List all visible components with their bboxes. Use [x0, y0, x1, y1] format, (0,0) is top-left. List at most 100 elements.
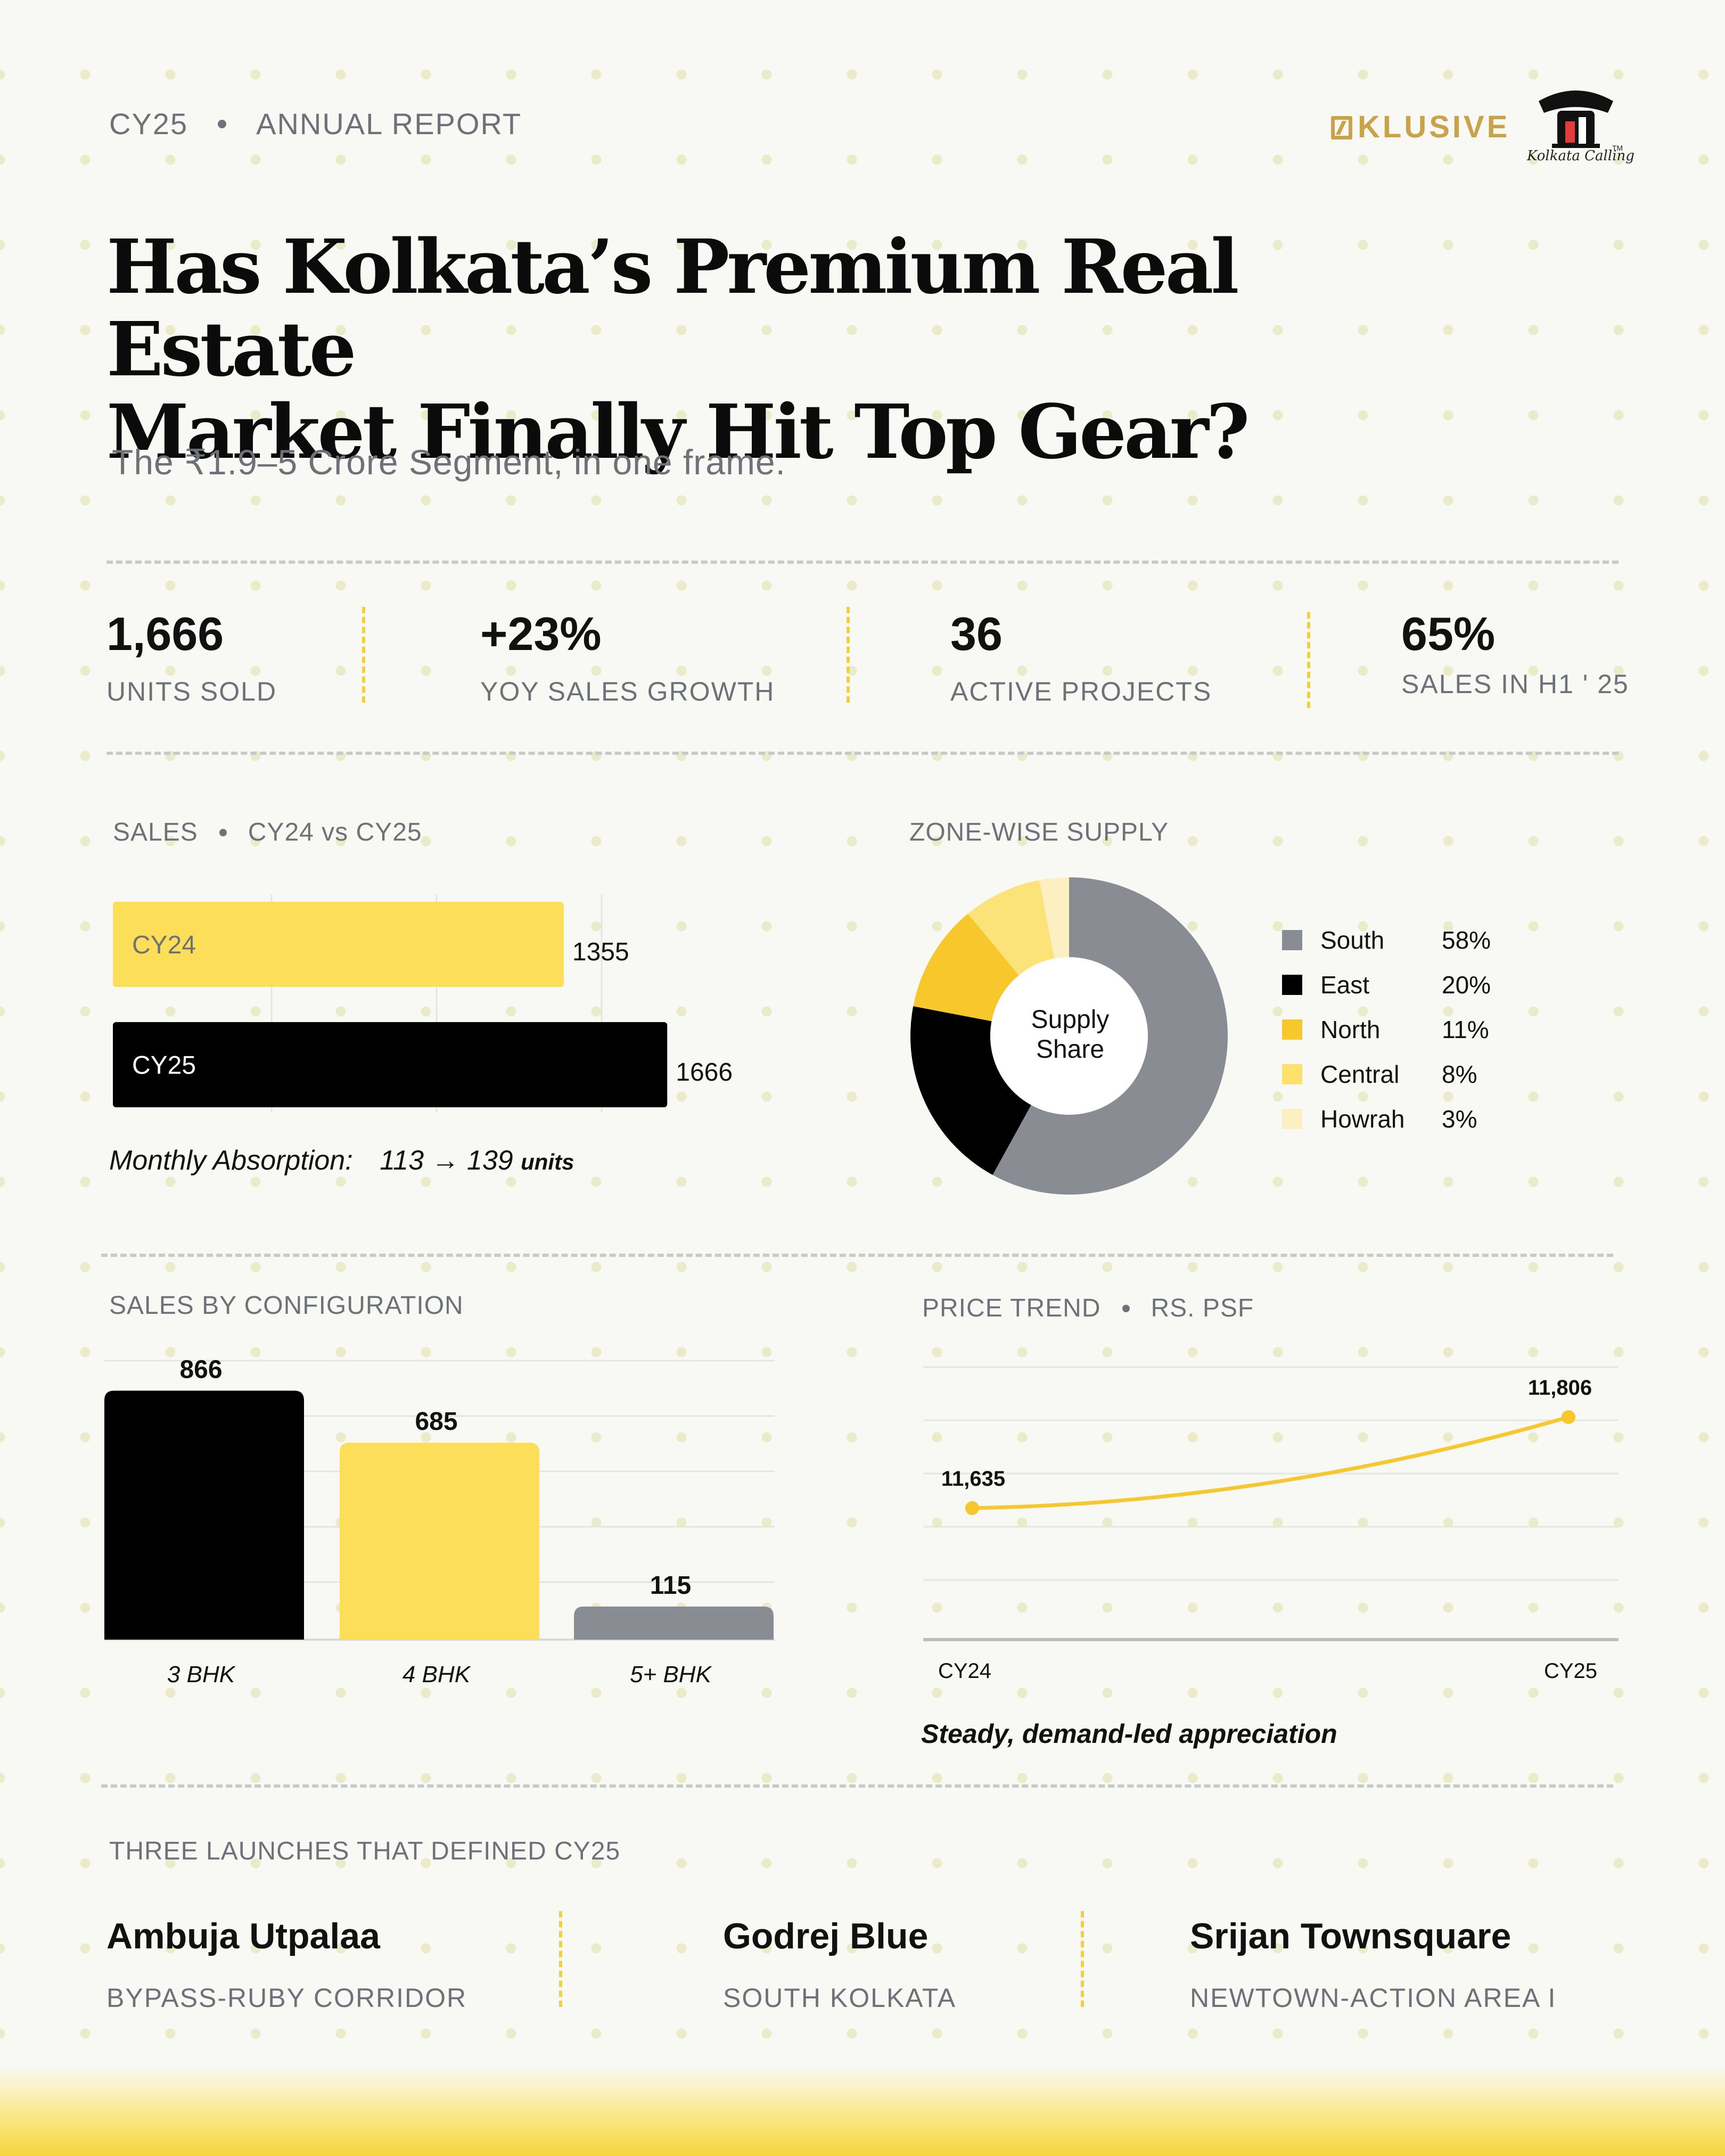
config-bar: [574, 1606, 774, 1640]
separator-dot: [1122, 1304, 1130, 1312]
kolkata-calling-logo: Kolkata Calling TM: [1527, 80, 1634, 173]
price-line: [972, 1415, 1569, 1510]
sales-bar-category: CY25: [132, 1051, 196, 1080]
brand-name: KLUSIVE: [1358, 110, 1510, 144]
title-line-2: Market Finally Hit Top Gear?: [106, 389, 1250, 476]
absorption-from: 113: [380, 1145, 424, 1176]
legend-label: Howrah: [1320, 1105, 1405, 1133]
donut-center-line-2: Share: [1036, 1035, 1105, 1064]
donut-hole: [990, 957, 1148, 1115]
donut-slice-south: [992, 877, 1228, 1195]
kpi-label: YOY SALES GROWTH: [480, 677, 775, 706]
legend-swatch: [1282, 975, 1302, 995]
config-bar-chart: 866 3 BHK 685 4 BHK 115 5+ BHK: [104, 1355, 775, 1688]
legend-value: 3%: [1442, 1105, 1477, 1133]
telephone-icon: [1539, 90, 1613, 148]
kpi-separator: [1307, 612, 1310, 708]
launch-location: BYPASS-RUBY CORRIDOR: [106, 1983, 467, 2013]
price-x-tick: CY25: [1544, 1659, 1597, 1683]
zone-legend: South 58% East 20% North 11% Central 8% Howrah 3%: [1282, 918, 1491, 1141]
year-tag: CY25: [109, 107, 188, 141]
brand-logo: KLUSIVE: [1331, 109, 1510, 145]
price-line-chart: 11,635 CY24 11,806 CY25: [923, 1366, 1619, 1683]
section-label-a: PRICE TREND: [922, 1294, 1101, 1322]
bottom-gradient-band: [0, 2066, 1725, 2156]
launch-location: SOUTH KOLKATA: [723, 1983, 957, 2013]
legend-item: East 20%: [1282, 962, 1491, 1007]
config-bar-value: 866: [179, 1355, 222, 1384]
section-label-a: SALES: [113, 818, 198, 846]
config-bar-value: 115: [650, 1571, 691, 1600]
section-label-a: THREE LAUNCHES THAT DEFINED CY25: [109, 1837, 621, 1865]
divider-bottom: [101, 1784, 1613, 1788]
legend-value: 20%: [1442, 971, 1491, 999]
absorption-arrow: →: [431, 1145, 459, 1176]
sales-bar-value: 1666: [676, 1058, 733, 1087]
price-x-tick: CY24: [938, 1659, 991, 1683]
launch-separator: [559, 1911, 562, 2007]
kpi-separator: [847, 607, 850, 703]
logo-trademark: TM: [1612, 144, 1623, 152]
price-point: [965, 1501, 979, 1515]
kpi-label: SALES IN H1 ' 25: [1401, 669, 1629, 699]
legend-swatch: [1282, 1109, 1302, 1129]
kpi-label: ACTIVE PROJECTS: [950, 677, 1212, 706]
title-line-1: Has Kolkata’s Premium Real Estate: [106, 224, 1239, 393]
legend-label: East: [1320, 971, 1370, 999]
donut-slice-north: [913, 914, 1019, 1022]
kpi-yoy-growth: +23% YOY SALES GROWTH: [480, 607, 775, 707]
sales-section-label: SALES CY24 vs CY25: [113, 818, 422, 847]
donut-center-line-1: Supply: [1031, 1006, 1110, 1034]
launch-name: Godrej Blue: [723, 1916, 929, 1956]
divider-kpi: [106, 752, 1619, 755]
launch-name: Srijan Townsquare: [1190, 1916, 1512, 1956]
sales-bar: [113, 902, 564, 987]
config-bar-category: 3 BHK: [167, 1661, 236, 1688]
separator-dot: [219, 828, 227, 836]
legend-item: South 58%: [1282, 918, 1491, 962]
kpi-value: 1,666: [106, 607, 224, 660]
donut-slice-central: [968, 880, 1055, 975]
price-caption: Steady, demand-led appreciation: [921, 1719, 1337, 1749]
legend-label: South: [1320, 926, 1385, 954]
section-label-b: CY24 vs CY25: [248, 818, 422, 846]
page-title: Has Kolkata’s Premium Real Estate Market…: [106, 226, 1384, 474]
logo-caption: Kolkata Calling: [1527, 148, 1634, 164]
kpi-separator: [362, 607, 365, 703]
kpi-h1-sales: 65% SALES IN H1 ' 25: [1401, 607, 1629, 700]
launch-item: Godrej Blue SOUTH KOLKATA: [723, 1915, 956, 2013]
absorption-to: 139: [466, 1145, 513, 1176]
config-bar: [340, 1443, 539, 1640]
sales-bar: [113, 1022, 668, 1107]
brand-letter-box: [1331, 116, 1352, 139]
price-point-label: 11,635: [941, 1467, 1005, 1491]
launch-item: Ambuja Utpalaa BYPASS-RUBY CORRIDOR: [106, 1915, 467, 2013]
sales-bar-value: 1355: [572, 938, 629, 966]
config-bar-value: 685: [415, 1408, 457, 1436]
legend-value: 8%: [1442, 1060, 1477, 1088]
kpi-active-projects: 36 ACTIVE PROJECTS: [950, 607, 1212, 707]
zone-donut-chart: [910, 877, 1228, 1195]
absorption-unit: units: [521, 1149, 574, 1174]
price-point: [1562, 1410, 1575, 1424]
zone-section-label: ZONE-WISE SUPPLY: [909, 818, 1169, 847]
divider-middle: [101, 1254, 1613, 1257]
section-label-b: RS. PSF: [1151, 1294, 1254, 1322]
legend-swatch: [1282, 930, 1302, 950]
kpi-value: 36: [950, 607, 1003, 660]
section-label-a: SALES BY CONFIGURATION: [109, 1291, 464, 1320]
divider-top: [106, 561, 1619, 564]
legend-item: Howrah 3%: [1282, 1097, 1491, 1141]
config-bar-category: 5+ BHK: [630, 1661, 712, 1688]
launch-separator: [1081, 1911, 1084, 2007]
monthly-absorption: Monthly Absorption: 113 → 139 units: [109, 1145, 574, 1176]
report-type: ANNUAL REPORT: [256, 107, 522, 141]
config-bar-category: 4 BHK: [402, 1661, 471, 1688]
kpi-units-sold: 1,666 UNITS SOLD: [106, 607, 277, 707]
launch-location: NEWTOWN-ACTION AREA I: [1190, 1983, 1557, 2013]
page-subtitle: The ₹1.9–5 Crore Segment, in one frame.: [112, 442, 786, 482]
sales-bar-chart: CY24 1355 CY25 1666: [113, 894, 733, 1113]
donut-slice-howrah: [1039, 877, 1069, 959]
donut-center-label: Supply Share: [990, 1005, 1150, 1065]
separator-dot: [218, 119, 227, 128]
